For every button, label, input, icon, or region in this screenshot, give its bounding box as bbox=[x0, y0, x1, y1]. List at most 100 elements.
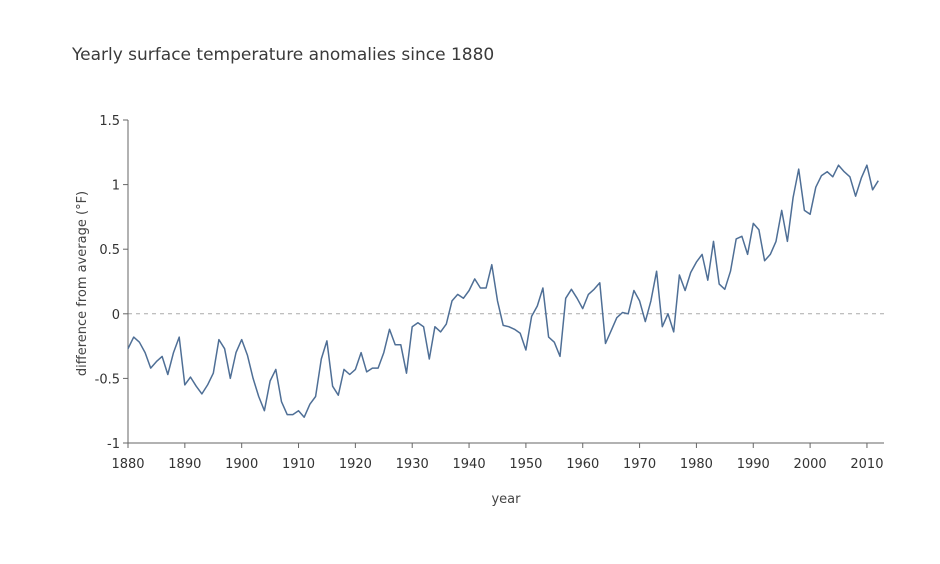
data-point bbox=[478, 286, 482, 290]
data-point bbox=[615, 316, 619, 320]
data-point bbox=[223, 347, 227, 351]
data-point bbox=[552, 340, 556, 344]
data-point bbox=[649, 299, 653, 303]
data-point bbox=[172, 351, 176, 355]
data-point bbox=[757, 228, 761, 232]
data-point bbox=[422, 325, 426, 329]
data-point bbox=[206, 383, 210, 387]
data-point bbox=[768, 252, 772, 256]
data-point bbox=[302, 415, 306, 419]
y-tick-label: -0.5 bbox=[95, 372, 120, 387]
data-point bbox=[507, 325, 511, 329]
data-point bbox=[558, 354, 562, 358]
data-point bbox=[609, 329, 613, 333]
data-point bbox=[586, 292, 590, 296]
data-point bbox=[876, 179, 880, 183]
data-point bbox=[393, 343, 397, 347]
data-point bbox=[166, 373, 170, 377]
data-point bbox=[501, 323, 505, 327]
data-point bbox=[456, 292, 460, 296]
data-point bbox=[388, 327, 392, 331]
data-point bbox=[729, 269, 733, 273]
y-tick-label: 0.5 bbox=[99, 243, 120, 258]
data-point bbox=[677, 273, 681, 277]
x-axis-label: year bbox=[491, 492, 521, 507]
data-point bbox=[160, 354, 164, 358]
y-tick-label: 0 bbox=[112, 308, 120, 323]
data-point bbox=[666, 312, 670, 316]
y-tick-label: -1 bbox=[107, 437, 120, 452]
data-point bbox=[700, 252, 704, 256]
data-point bbox=[262, 409, 266, 413]
data-point bbox=[405, 371, 409, 375]
y-tick-label: 1.5 bbox=[99, 114, 120, 129]
data-point bbox=[751, 221, 755, 225]
data-point bbox=[564, 296, 568, 300]
x-tick-label: 1920 bbox=[339, 457, 372, 472]
data-point bbox=[189, 375, 193, 379]
data-point bbox=[348, 373, 352, 377]
data-point bbox=[257, 395, 261, 399]
data-point bbox=[780, 208, 784, 212]
data-point bbox=[484, 286, 488, 290]
data-point bbox=[285, 413, 289, 417]
data-point bbox=[308, 402, 312, 406]
data-point bbox=[450, 299, 454, 303]
data-point bbox=[319, 357, 323, 361]
data-point bbox=[592, 287, 596, 291]
data-point bbox=[848, 175, 852, 179]
data-point bbox=[433, 325, 437, 329]
data-point bbox=[791, 196, 795, 200]
data-point bbox=[490, 263, 494, 267]
data-point bbox=[604, 342, 608, 346]
data-point bbox=[825, 170, 829, 174]
x-tick-label: 1960 bbox=[566, 457, 599, 472]
x-tick-label: 2010 bbox=[850, 457, 883, 472]
data-point bbox=[280, 400, 284, 404]
data-point bbox=[865, 163, 869, 167]
data-point bbox=[746, 252, 750, 256]
data-point bbox=[353, 367, 357, 371]
data-point bbox=[621, 311, 625, 315]
series-line bbox=[127, 164, 879, 418]
data-point bbox=[359, 351, 363, 355]
data-point bbox=[314, 395, 318, 399]
data-point bbox=[524, 348, 528, 352]
data-point bbox=[200, 392, 204, 396]
data-point bbox=[541, 286, 545, 290]
data-point bbox=[660, 325, 664, 329]
data-point bbox=[808, 212, 812, 216]
data-point bbox=[871, 188, 875, 192]
data-point bbox=[467, 289, 471, 293]
data-point bbox=[785, 239, 789, 243]
x-axis-ticks: 1880 1890 1900 1910 1920 1930 1940 1950 1960 1970… bbox=[111, 443, 883, 472]
data-point bbox=[399, 343, 403, 347]
data-point bbox=[598, 281, 602, 285]
data-point bbox=[365, 370, 369, 374]
data-point bbox=[240, 338, 244, 342]
data-point bbox=[518, 331, 522, 335]
data-point bbox=[297, 409, 301, 413]
x-tick-label: 1940 bbox=[453, 457, 486, 472]
data-point bbox=[137, 340, 141, 344]
x-tick-label: 1950 bbox=[509, 457, 542, 472]
data-point bbox=[183, 383, 187, 387]
data-point bbox=[734, 237, 738, 241]
data-point bbox=[410, 325, 414, 329]
x-tick-label: 1970 bbox=[623, 457, 656, 472]
data-point bbox=[547, 335, 551, 339]
data-point bbox=[143, 351, 147, 355]
data-point bbox=[689, 271, 693, 275]
data-point bbox=[342, 367, 346, 371]
data-point bbox=[228, 376, 232, 380]
x-tick-label: 2000 bbox=[794, 457, 827, 472]
data-point bbox=[444, 322, 448, 326]
x-tick-label: 1900 bbox=[225, 457, 258, 472]
y-axis-label: difference from average (°F) bbox=[75, 191, 90, 376]
data-point bbox=[797, 167, 801, 171]
data-point bbox=[370, 366, 374, 370]
data-point bbox=[251, 376, 255, 380]
data-points bbox=[126, 163, 880, 419]
data-point bbox=[706, 278, 710, 282]
